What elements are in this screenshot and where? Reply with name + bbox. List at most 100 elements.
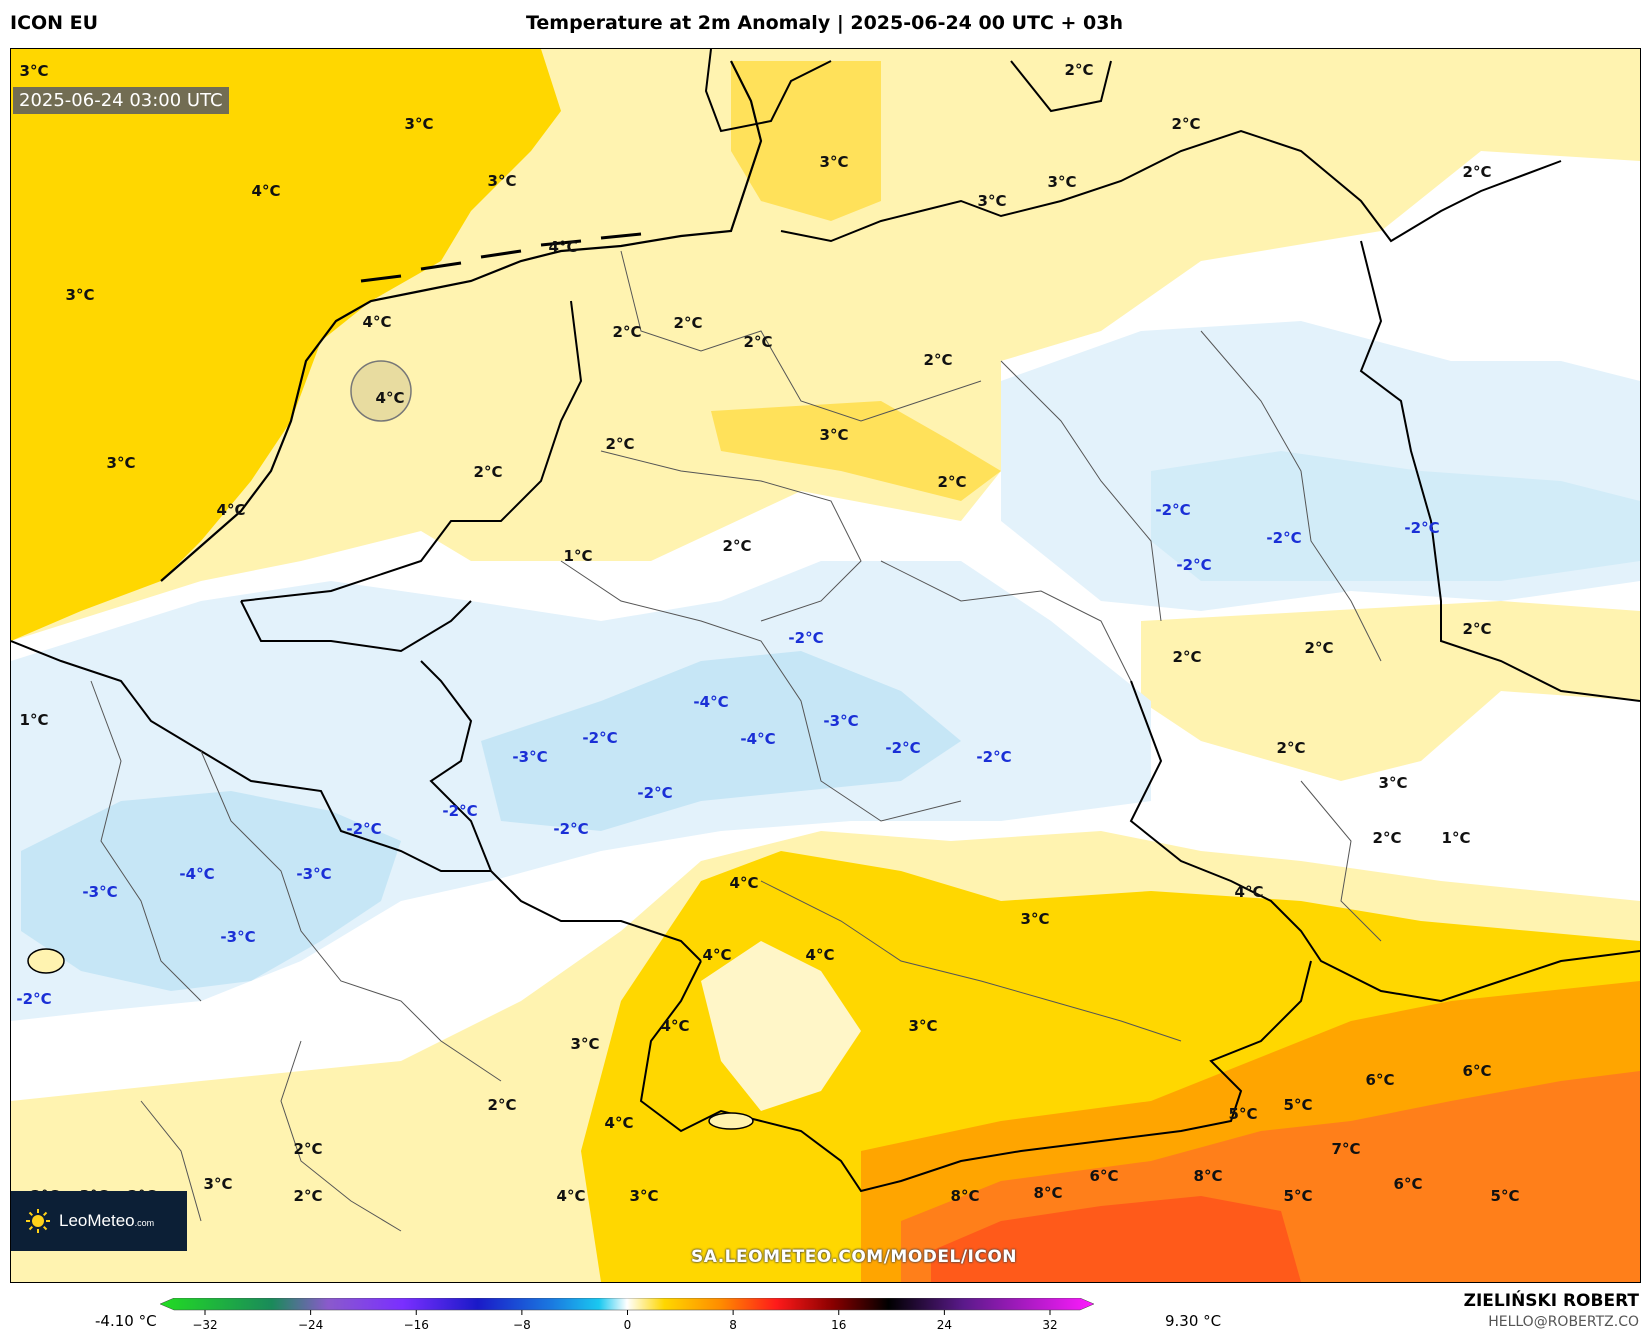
temperature-label: 4°C — [375, 389, 405, 407]
coastline-denmark — [704, 49, 1112, 133]
temperature-label: -4°C — [693, 693, 729, 711]
temperature-label: -2°C — [16, 990, 52, 1008]
temperature-label: 2°C — [1276, 739, 1306, 757]
colorbar-ticks: −32 −24 −16 −8 0 8 16 24 32 — [192, 1310, 1058, 1332]
temperature-label: 2°C — [612, 323, 642, 341]
temperature-label: 2°C — [1064, 61, 1094, 79]
temperature-label: 5°C — [1490, 1187, 1520, 1205]
temperature-label: 6°C — [1089, 1167, 1119, 1185]
author-email: HELLO@ROBERTZ.CO — [1488, 1314, 1639, 1330]
colorbar-tick-label: 16 — [831, 1318, 846, 1332]
anomaly-area-blue-east — [1151, 451, 1640, 581]
temperature-label: 3°C — [977, 192, 1007, 210]
temperature-label: 5°C — [1283, 1187, 1313, 1205]
temperature-label: -2°C — [788, 629, 824, 647]
temperature-label: 1°C — [1441, 829, 1471, 847]
temperature-label: 2°C — [293, 1187, 323, 1205]
temperature-label: 4°C — [660, 1017, 690, 1035]
temperature-label: 2°C — [605, 435, 635, 453]
temperature-label: -3°C — [512, 748, 548, 766]
coastline-baltic — [780, 129, 1562, 243]
map-area: 3°C 3°C 4°C 3°C 3°C 2°C 2°C 3°C 3°C 2°C 3°C 4°C 4°C 2… — [10, 48, 1641, 1283]
temperature-label: 1°C — [563, 547, 593, 565]
temperature-label: 3°C — [629, 1187, 659, 1205]
temperature-label: 3°C — [908, 1017, 938, 1035]
regional-borders — [90, 250, 1382, 1232]
temperature-label: 4°C — [216, 501, 246, 519]
temperature-label: 2°C — [1304, 639, 1334, 657]
temperature-label: 6°C — [1393, 1175, 1423, 1193]
anomaly-area-red-core — [931, 1196, 1301, 1282]
colorbar-tick-label: 0 — [624, 1318, 632, 1332]
colorbar-tick-label: −24 — [298, 1318, 323, 1332]
temperature-label: 3°C — [1047, 173, 1077, 191]
leometeo-logo: LeoMeteo.com — [11, 1191, 187, 1251]
colorbar-tick-label: −8 — [513, 1318, 531, 1332]
temperature-label: -2°C — [1266, 529, 1302, 547]
colorbar-min-label: -4.10 °C — [95, 1312, 157, 1330]
author-credit: ZIELIŃSKI ROBERT — [1463, 1291, 1639, 1311]
temperature-label: 3°C — [404, 115, 434, 133]
temperature-label: -2°C — [553, 820, 589, 838]
temperature-label: 8°C — [950, 1187, 980, 1205]
chart-title: Temperature at 2m Anomaly | 2025-06-24 0… — [525, 12, 1124, 34]
temperature-label: 7°C — [1331, 1140, 1361, 1158]
temperature-label: 4°C — [604, 1114, 634, 1132]
temperature-label: 4°C — [805, 946, 835, 964]
colorbar: −32 −24 −16 −8 0 8 16 24 32 — [160, 1298, 1095, 1332]
temperature-label: 3°C — [65, 286, 95, 304]
colorbar-tick-label: −16 — [404, 1318, 429, 1332]
temperature-label: 3°C — [819, 153, 849, 171]
temperature-label: -2°C — [442, 802, 478, 820]
model-name: ICON EU — [10, 12, 99, 34]
anomaly-area-yellow-sea — [11, 49, 561, 641]
temperature-label: -2°C — [1404, 519, 1440, 537]
colorbar-max-label: 9.30 °C — [1165, 1312, 1222, 1330]
temperature-label: 3°C — [570, 1035, 600, 1053]
temperature-label: -4°C — [179, 865, 215, 883]
temperature-label: 4°C — [729, 874, 759, 892]
colorbar-tick-label: −32 — [192, 1318, 217, 1332]
temperature-label: -3°C — [296, 865, 332, 883]
temperature-label: 5°C — [1283, 1096, 1313, 1114]
temperature-label: 3°C — [203, 1175, 233, 1193]
temperature-label: 2°C — [1372, 829, 1402, 847]
temperature-label: 2°C — [487, 1096, 517, 1114]
lake-geneva — [27, 948, 65, 974]
temperature-label: -3°C — [220, 928, 256, 946]
temperature-label: -2°C — [582, 729, 618, 747]
temperature-label: 3°C — [1020, 910, 1050, 928]
temperature-label: 4°C — [702, 946, 732, 964]
temperature-label: 1°C — [19, 711, 49, 729]
temperature-label: 6°C — [1462, 1062, 1492, 1080]
temperature-label: 2°C — [923, 351, 953, 369]
colorbar-tick-label: 24 — [937, 1318, 952, 1332]
temperature-label: 2°C — [673, 314, 703, 332]
lake-ijsselmeer — [350, 360, 412, 422]
temperature-label: 2°C — [293, 1140, 323, 1158]
temperature-label: 3°C — [106, 454, 136, 472]
temperature-label: -2°C — [1176, 556, 1212, 574]
anomaly-area-blue-west — [21, 791, 401, 991]
temperature-label: -2°C — [1155, 501, 1191, 519]
temperature-label: 2°C — [743, 333, 773, 351]
temperature-label: 4°C — [251, 182, 281, 200]
anomaly-area-blue-central — [481, 651, 961, 831]
temperature-label: -3°C — [82, 883, 118, 901]
temperature-label: 4°C — [1234, 883, 1264, 901]
coastline — [160, 60, 763, 582]
temperature-label: 2°C — [722, 537, 752, 555]
colorbar-tick-label: 8 — [729, 1318, 737, 1332]
temperature-label: 2°C — [473, 463, 503, 481]
colorbar-tick-label: 32 — [1042, 1318, 1057, 1332]
temperature-label: 2°C — [937, 473, 967, 491]
anomaly-area-yellow-baltic — [731, 61, 881, 221]
source-watermark: SA.LEOMETEO.COM/MODEL/ICON — [691, 1247, 1018, 1267]
temperature-label: 2°C — [1171, 115, 1201, 133]
temperature-label: 2°C — [1462, 620, 1492, 638]
temperature-label: 4°C — [362, 313, 392, 331]
temperature-label: 3°C — [487, 172, 517, 190]
temperature-label: -2°C — [885, 739, 921, 757]
temperature-label: 5°C — [1228, 1105, 1258, 1123]
temperature-label: 3°C — [19, 62, 49, 80]
